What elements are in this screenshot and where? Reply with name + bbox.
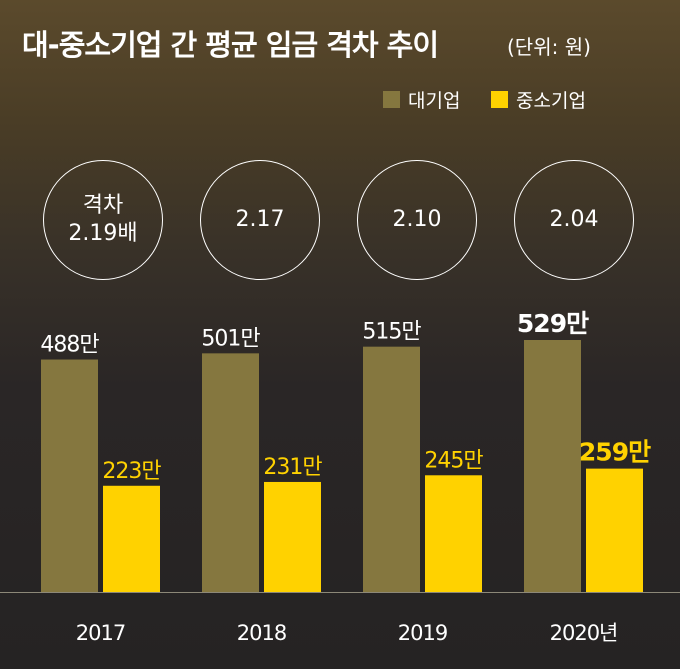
legend-swatch-large (383, 91, 400, 108)
legend-item-small: 중소기업 (491, 86, 586, 113)
gap-value: 2.19배 (68, 221, 138, 246)
gap-prefix: 격차 (82, 193, 124, 218)
data-label: 259만 (579, 438, 651, 467)
bar-small-company (264, 481, 321, 592)
data-label: 529만 (517, 309, 589, 338)
gap-value: 2.04 (549, 207, 599, 232)
data-label: 245만 (424, 448, 483, 473)
gap-value: 2.17 (235, 207, 285, 232)
data-label: 501만 (201, 326, 260, 351)
legend-label-large: 대기업 (408, 90, 461, 112)
bar-small-company (103, 485, 160, 592)
bar-small-company (586, 468, 643, 592)
legend-swatch-small (491, 91, 508, 108)
unit-label: (단위: 원) (507, 35, 591, 59)
data-label: 223만 (102, 459, 161, 484)
data-label: 231만 (263, 455, 322, 480)
data-label: 515만 (362, 320, 421, 345)
bar-large-company (41, 359, 98, 592)
x-tick-label: 2018 (237, 621, 286, 645)
x-tick-label: 2020년 (550, 621, 618, 645)
bar-large-company (524, 340, 581, 592)
bar-large-company (363, 346, 420, 592)
bar-large-company (202, 353, 259, 592)
data-label: 488만 (40, 333, 99, 358)
x-tick-label: 2017 (76, 621, 125, 645)
bar-small-company (425, 475, 482, 592)
legend-label-small: 중소기업 (516, 90, 586, 112)
gap-circle: 격차 2.19배 (43, 160, 163, 280)
gap-circle: 2.17 (200, 160, 320, 280)
legend-item-large: 대기업 (383, 86, 460, 113)
gap-circle: 2.10 (357, 160, 477, 280)
chart-title: 대-중소기업 간 평균 임금 격차 추이 (22, 28, 439, 62)
x-tick-label: 2019 (398, 621, 447, 645)
gap-value: 2.10 (392, 207, 442, 232)
gap-circle: 2.04 (514, 160, 634, 280)
